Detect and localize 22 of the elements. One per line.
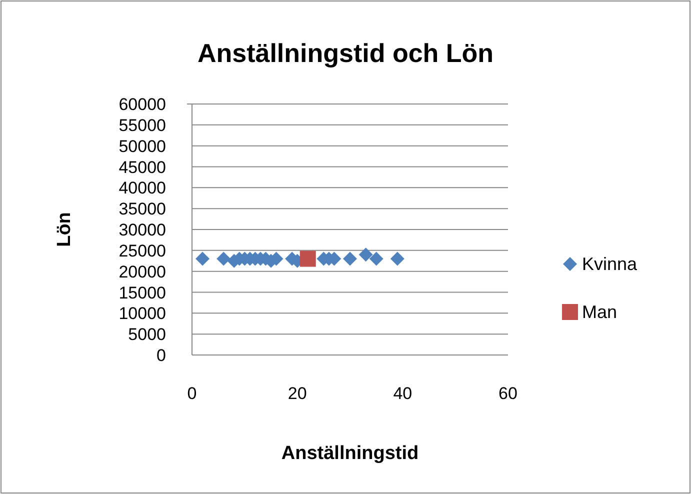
y-tick-label: 20000 [118, 262, 166, 282]
y-tick-label: 50000 [118, 136, 166, 156]
x-tick-label: 60 [498, 384, 518, 403]
y-tick-label: 40000 [118, 178, 166, 198]
y-tick-label: 10000 [118, 304, 166, 324]
y-tick-label: 45000 [118, 158, 166, 177]
x-axis-title: Anställningstid [281, 443, 419, 464]
y-tick-label: 15000 [118, 283, 166, 302]
x-tick-label: 0 [187, 384, 197, 403]
y-tick-label: 5000 [128, 325, 166, 344]
y-tick-label: 35000 [118, 200, 166, 219]
y-tick-label: 0 [156, 346, 166, 365]
chart-title: Anställningstid och Lön [197, 38, 494, 68]
legend-label: Kvinna [582, 254, 638, 274]
legend-label: Man [582, 302, 618, 322]
y-axis-title: Lön [54, 212, 75, 247]
x-tick-label: 40 [393, 384, 412, 403]
y-tick-label: 55000 [118, 116, 166, 135]
y-tick-label: 60000 [118, 95, 166, 114]
x-tick-label: 20 [288, 384, 307, 403]
y-tick-label: 30000 [118, 220, 166, 240]
y-tick-label: 25000 [118, 241, 166, 260]
